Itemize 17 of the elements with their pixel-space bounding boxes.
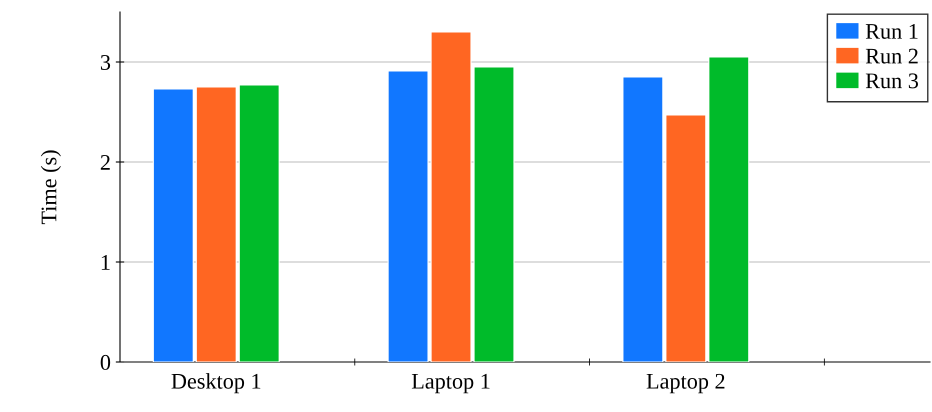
bar: [708, 56, 750, 362]
bar: [430, 31, 472, 362]
bar: [388, 70, 429, 362]
y-tick-label: 1: [102, 255, 110, 270]
y-tick-label: 2: [100, 154, 110, 170]
bar: [622, 76, 664, 362]
y-axis-title: Time (s): [40, 150, 61, 224]
legend-label: Run 1: [866, 24, 918, 39]
legend-label: Run 2: [866, 48, 918, 64]
y-tick-label: 3: [100, 54, 110, 70]
x-tick-label: Laptop 1: [412, 374, 490, 394]
bar: [665, 114, 706, 362]
x-tick-label: Laptop 2: [646, 374, 724, 394]
legend-label: Run 3: [866, 73, 918, 88]
y-tick-label: 0: [100, 354, 110, 370]
bar: [473, 66, 515, 362]
x-tick-label: Desktop 1: [172, 373, 260, 394]
